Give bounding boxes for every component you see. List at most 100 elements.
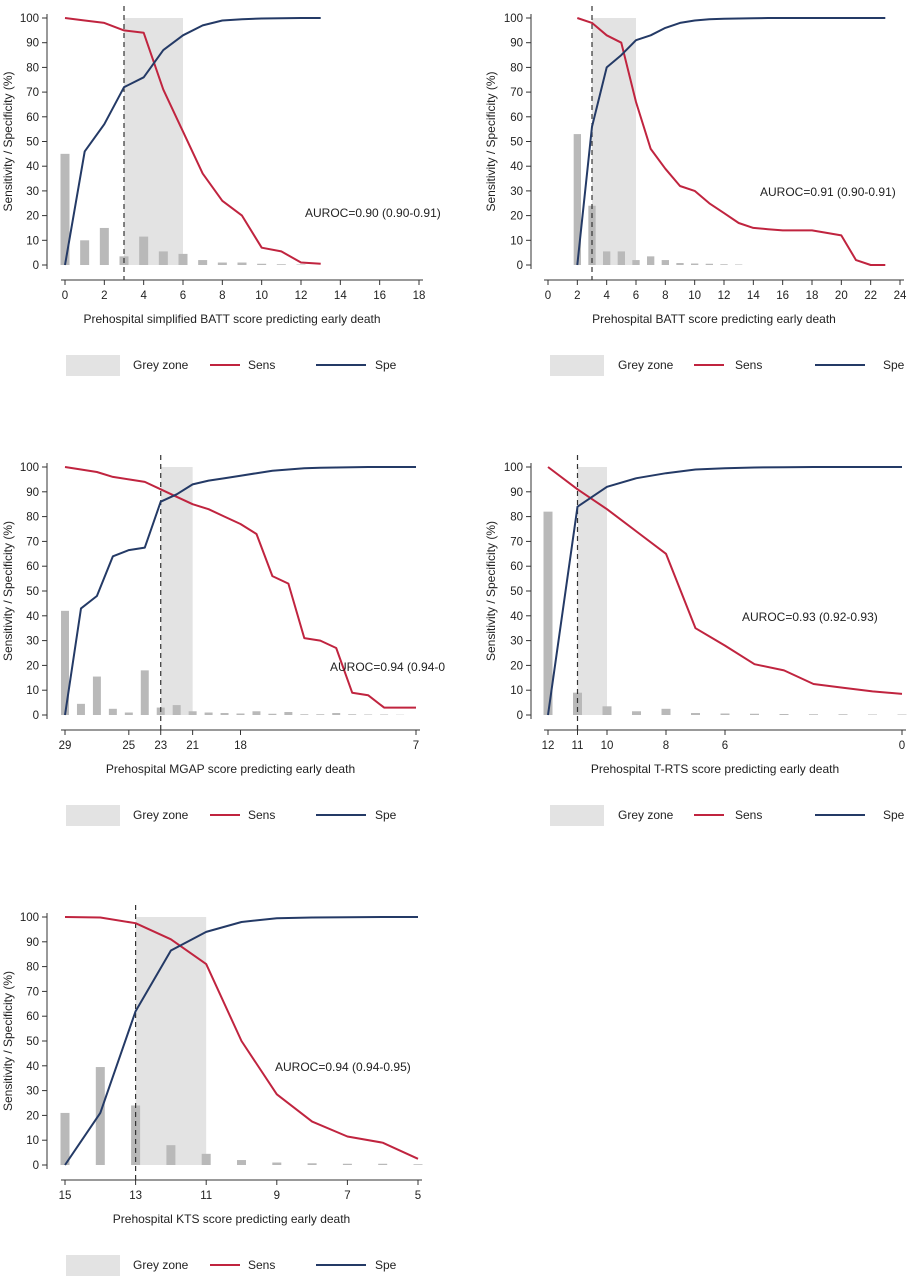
x-tick-label: 0	[899, 740, 905, 752]
chart-panel-3: 0 10 20 30 40 50 60 70 80 90 100 29 25 23 21 18 7 Sensiti…	[1, 455, 445, 826]
legend-sens-label: Sens	[248, 358, 275, 372]
distribution-bar	[300, 714, 309, 715]
x-tick-label: 5	[415, 1190, 421, 1202]
specificity-line	[64, 466, 416, 716]
x-tick-label: 7	[413, 740, 419, 752]
y-tick-label: 20	[26, 660, 39, 672]
y-tick-label: 20	[26, 211, 39, 223]
y-tick-label: 70	[26, 87, 39, 99]
distribution-bar	[252, 711, 261, 715]
distribution-bar	[661, 260, 669, 265]
x-tick-label: 7	[344, 1190, 350, 1202]
distribution-bar	[272, 1162, 282, 1165]
y-tick-label: 70	[26, 986, 39, 998]
x-tick-label: 20	[835, 290, 848, 302]
distribution-bar	[92, 676, 101, 715]
distribution-bar	[76, 703, 85, 715]
y-axis-label: Sensitivity / Specificity (%)	[1, 971, 15, 1111]
y-tick-label: 0	[517, 260, 523, 272]
distribution-bar	[705, 263, 713, 265]
distribution-bar	[166, 1145, 176, 1165]
y-tick-label: 30	[26, 1086, 39, 1098]
distribution-bar	[661, 708, 671, 715]
y-tick-label: 80	[510, 62, 523, 74]
y-axis-label: Sensitivity / Specificity (%)	[484, 71, 498, 211]
y-tick-label: 90	[510, 38, 523, 50]
y-tick-label: 10	[26, 235, 39, 247]
distribution-bar	[60, 153, 70, 265]
distribution-bar	[220, 713, 229, 715]
distribution-bar	[348, 714, 357, 715]
legend-grey-zone-swatch	[550, 355, 604, 376]
y-tick-label: 10	[26, 1135, 39, 1147]
distribution-bar	[108, 708, 117, 715]
x-tick-label: 6	[633, 290, 639, 302]
distribution-bar	[809, 714, 818, 715]
legend: Grey zone Sens Spe	[550, 805, 905, 826]
legend-spe-label: Spe	[375, 1258, 397, 1272]
distribution-bar	[124, 712, 133, 715]
y-tick-label: 60	[26, 561, 39, 573]
y-tick-label: 100	[504, 13, 523, 25]
x-tick-label: 8	[219, 290, 225, 302]
distribution-bar	[307, 1163, 317, 1165]
distribution-bar	[201, 1153, 211, 1165]
x-tick-label: 6	[180, 290, 186, 302]
y-tick-label: 90	[510, 487, 523, 499]
y-tick-label: 50	[510, 586, 523, 598]
x-tick-label: 13	[129, 1190, 142, 1202]
distribution-bar	[284, 712, 293, 715]
distribution-bar	[158, 251, 168, 265]
distribution-bar	[632, 260, 640, 265]
x-tick-label: 4	[603, 290, 610, 302]
legend-sens-label: Sens	[248, 808, 275, 822]
x-tick-label: 12	[295, 290, 308, 302]
y-tick-label: 70	[510, 536, 523, 548]
distribution-bar	[131, 1105, 141, 1165]
y-tick-label: 50	[26, 137, 39, 149]
x-tick-label: 0	[62, 290, 68, 302]
y-tick-label: 90	[26, 38, 39, 50]
auroc-annotation: AUROC=0.93 (0.92-0.93)	[742, 610, 878, 624]
auroc-annotation: AUROC=0.90 (0.90-0.91)	[305, 206, 441, 220]
y-tick-label: 50	[26, 586, 39, 598]
y-tick-label: 40	[510, 161, 523, 173]
y-axis-label: Sensitivity / Specificity (%)	[1, 71, 15, 211]
legend-spe-label: Spe	[883, 808, 905, 822]
x-tick-label: 18	[413, 290, 426, 302]
x-tick-label: 29	[59, 740, 72, 752]
x-tick-label: 12	[718, 290, 731, 302]
distribution-bar	[178, 253, 188, 265]
x-tick-label: 14	[747, 290, 760, 302]
distribution-bar	[172, 705, 181, 715]
sensitivity-line	[576, 17, 886, 266]
distribution-bar	[647, 256, 655, 265]
y-tick-label: 50	[26, 1036, 39, 1048]
y-tick-label: 70	[510, 87, 523, 99]
x-tick-label: 8	[662, 290, 668, 302]
legend-sens-label: Sens	[735, 808, 762, 822]
y-tick-label: 70	[26, 536, 39, 548]
x-axis-label: Prehospital simplified BATT score predic…	[83, 312, 380, 326]
x-axis-label: Prehospital BATT score predicting early …	[592, 312, 836, 326]
x-tick-label: 2	[574, 290, 580, 302]
y-tick-label: 40	[26, 1061, 39, 1073]
distribution-bar	[691, 263, 699, 265]
legend-spe-label: Spe	[375, 808, 397, 822]
x-tick-label: 6	[722, 740, 728, 752]
legend: Grey zone Sens Spe	[550, 355, 905, 376]
y-tick-label: 0	[33, 1160, 39, 1172]
y-tick-label: 90	[26, 487, 39, 499]
sensitivity-line	[547, 466, 903, 695]
y-tick-label: 80	[26, 512, 39, 524]
distribution-bar	[217, 262, 227, 265]
distribution-bar	[632, 711, 641, 715]
x-tick-label: 9	[274, 1190, 280, 1202]
grey-zone-band	[592, 18, 636, 265]
specificity-line	[64, 17, 321, 266]
legend: Grey zone Sens Spe	[66, 805, 397, 826]
x-axis-label: Prehospital MGAP score predicting early …	[106, 762, 355, 776]
auroc-annotation: AUROC=0.94 (0.94-0	[330, 660, 445, 674]
distribution-bar	[237, 1160, 246, 1165]
